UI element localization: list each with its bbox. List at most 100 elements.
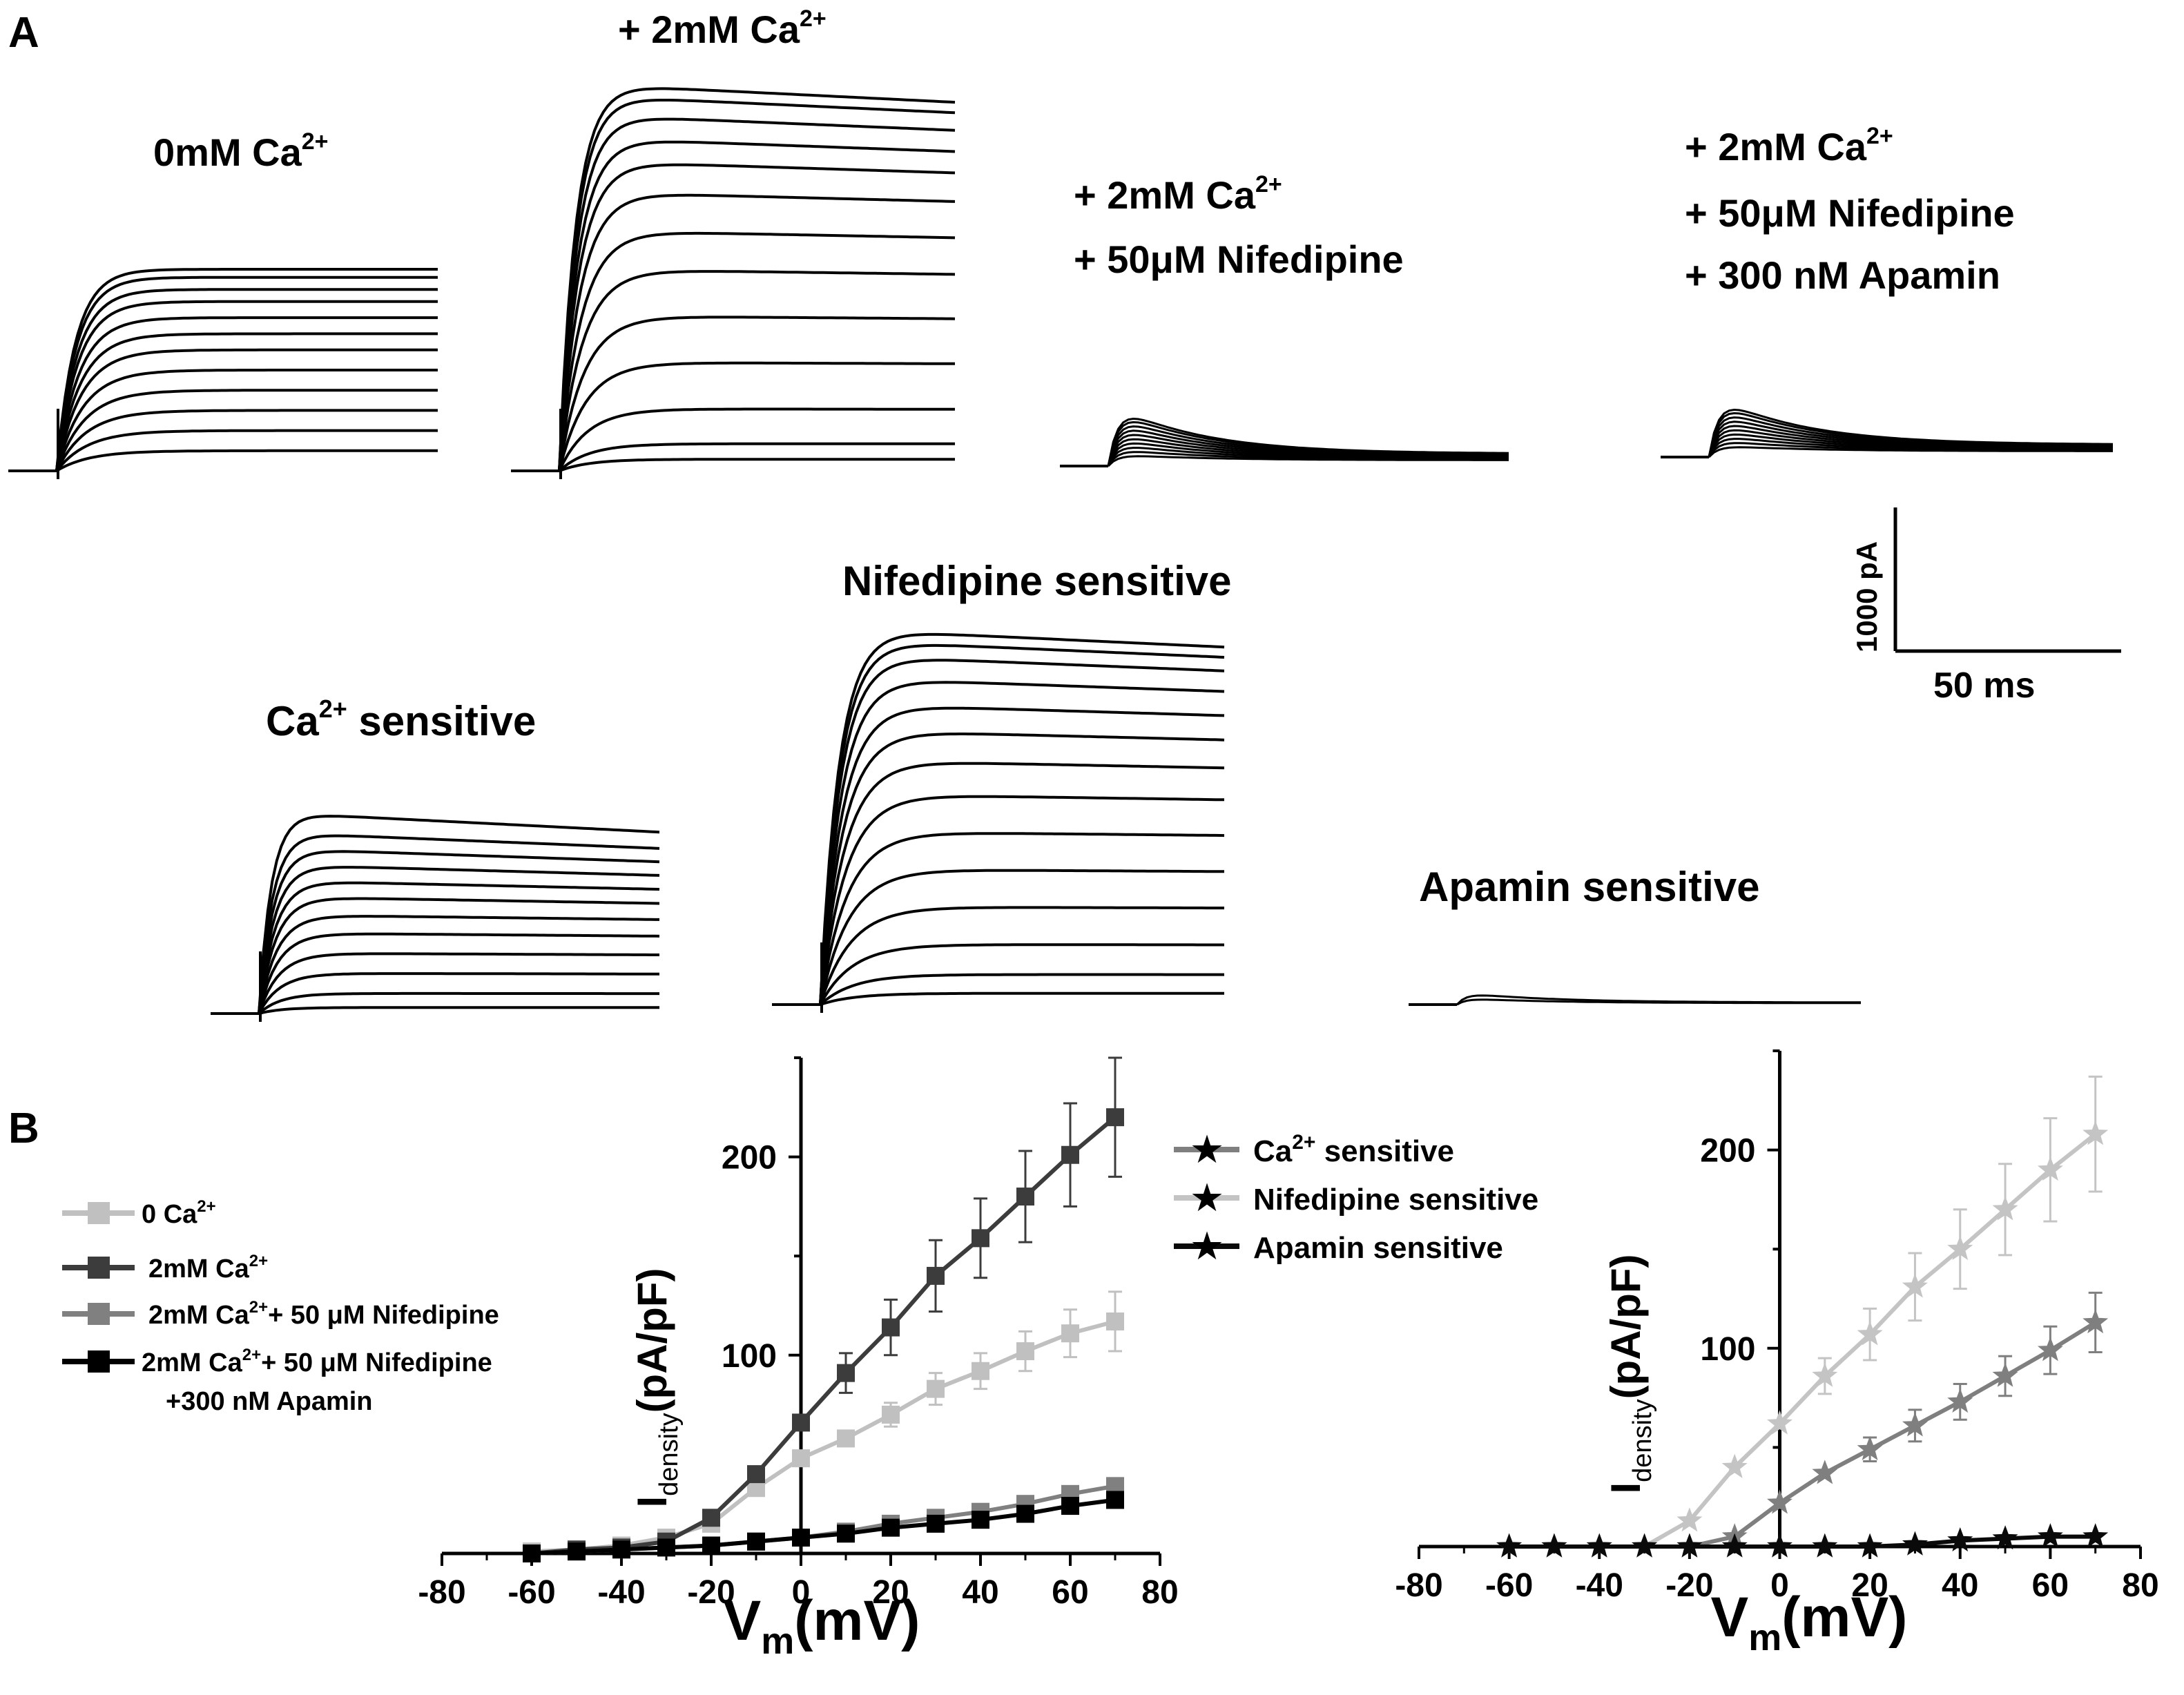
data-point <box>657 1538 675 1557</box>
data-point <box>2037 1337 2063 1362</box>
legend-label: 2mM Ca2+ <box>148 1252 268 1284</box>
legend-marker <box>88 1303 110 1325</box>
data-point <box>702 1509 720 1527</box>
data-point <box>837 1429 855 1448</box>
x-tick-label: 40 <box>1942 1567 1978 1604</box>
x-tick-label: -60 <box>508 1574 555 1611</box>
current-trace <box>258 972 659 1014</box>
data-point <box>1767 1489 1792 1514</box>
legend-marker <box>88 1350 110 1373</box>
scale-bar: 1000 pA 50 ms <box>1850 507 2121 706</box>
data-point <box>1106 1312 1124 1330</box>
current-trace <box>258 815 660 1014</box>
x-tick-label: 20 <box>872 1574 909 1611</box>
data-point <box>2082 1523 2109 1548</box>
x-tick-label: 40 <box>962 1574 998 1611</box>
y-axis-title: Idensity(pA/pF) <box>629 1268 684 1508</box>
data-point <box>1992 1196 2018 1221</box>
current-trace <box>819 659 1225 1005</box>
series-line <box>531 1115 1117 1556</box>
data-point <box>1016 1504 1034 1523</box>
current-trace <box>558 193 956 472</box>
current-trace <box>258 991 659 1015</box>
trace-title-apa-line1: + 2mM Ca2+ <box>1685 123 1893 168</box>
current-trace <box>55 288 438 472</box>
data-point <box>1902 1273 1928 1298</box>
y-axis-title: Idensity(pA/pF) <box>1603 1255 1657 1494</box>
data-point <box>1857 1533 1883 1558</box>
data-point <box>1632 1533 1658 1558</box>
iv-chart-right: -80 -60 -40 -20 0 20 40 60 80 100 200 Vm(mV) Idens… <box>1174 1049 2159 1658</box>
data-point <box>837 1524 855 1543</box>
x-tick-label: -40 <box>1576 1567 1623 1604</box>
legend-label: 0 Ca2+ <box>142 1197 216 1229</box>
data-series <box>1496 1121 2109 1558</box>
current-trace <box>819 973 1224 1006</box>
current-trace <box>819 632 1225 1005</box>
current-trace <box>55 316 438 472</box>
data-point <box>1676 1533 1703 1558</box>
current-trace <box>258 1006 659 1015</box>
current-trace <box>558 117 956 472</box>
data-point <box>1992 1525 2018 1550</box>
trace-title-nif-sensitive: Nifedipine sensitive <box>842 558 1232 604</box>
data-point <box>792 1529 810 1547</box>
current-trace <box>819 706 1225 1005</box>
current-trace <box>558 270 956 472</box>
current-trace <box>819 795 1224 1005</box>
legend-item-0: ★ Ca2+ sensitive <box>1174 1130 1454 1169</box>
series-line <box>1509 1132 2097 1549</box>
current-traces-nifedipine-sensitive <box>772 632 1225 1013</box>
data-point <box>612 1540 630 1559</box>
legend-item-2: 2mM Ca2++ 50 μM Nifedipine <box>62 1298 499 1330</box>
scale-bar-vertical-label: 1000 pA <box>1850 541 1883 652</box>
current-trace <box>558 361 955 472</box>
legend-label: 2mM Ca2++ 50 μM Nifedipine <box>148 1298 499 1330</box>
data-point <box>1721 1453 1748 1478</box>
data-point <box>792 1413 810 1432</box>
current-trace <box>55 300 438 472</box>
current-trace <box>55 332 438 472</box>
legend-item-3: 2mM Ca2++ 50 μM Nifedipine +300 nM Apami… <box>62 1346 492 1416</box>
current-trace <box>819 832 1225 1005</box>
x-tick-label: 80 <box>1141 1574 1178 1611</box>
current-traces-0ca <box>8 268 438 479</box>
data-point <box>882 1405 900 1424</box>
current-traces-apamin-sensitive <box>1409 994 1861 1006</box>
current-trace <box>819 943 1224 1005</box>
data-point <box>702 1536 720 1555</box>
data-point <box>1496 1533 1523 1558</box>
current-trace <box>820 991 1224 1006</box>
x-tick-label: -20 <box>1665 1567 1713 1604</box>
data-series <box>523 1108 1124 1562</box>
data-point <box>1902 1412 1928 1437</box>
x-tick-label: 80 <box>2122 1567 2158 1604</box>
data-point <box>1586 1533 1612 1558</box>
data-point <box>2037 1156 2063 1181</box>
legend-label: Nifedipine sensitive <box>1253 1183 1538 1217</box>
data-point <box>747 1465 765 1484</box>
current-trace <box>558 163 956 472</box>
y-tick-label: 200 <box>722 1140 777 1176</box>
data-point <box>568 1542 586 1561</box>
x-axis-title: Vm(mV) <box>724 1589 920 1662</box>
scale-bar-horizontal-label: 50 ms <box>1933 666 2035 706</box>
data-point <box>1812 1533 1838 1558</box>
current-trace <box>558 316 956 472</box>
chart-axes: -80 -60 -40 -20 0 20 40 60 80 100 200 <box>418 1056 1179 1611</box>
data-point <box>523 1544 541 1562</box>
data-point <box>1106 1108 1124 1127</box>
legend-item-1: ★ Nifedipine sensitive <box>1174 1179 1538 1217</box>
x-tick-label: 20 <box>1851 1567 1888 1604</box>
panel-label-b: B <box>8 1105 39 1152</box>
trace-title-2ca: + 2mM Ca2+ <box>618 6 827 51</box>
y-tick-label: 200 <box>1700 1133 1755 1170</box>
panel-label-a: A <box>8 9 39 57</box>
legend: 0 Ca2+ 2mM Ca2+ 2mM Ca2++ 50 μM Nifedipi… <box>62 1197 499 1416</box>
data-point <box>1721 1533 1748 1558</box>
current-trace <box>819 643 1225 1005</box>
data-point <box>1676 1507 1703 1532</box>
current-trace <box>1708 408 2114 458</box>
data-point <box>1767 1410 1792 1435</box>
data-point <box>972 1229 989 1248</box>
